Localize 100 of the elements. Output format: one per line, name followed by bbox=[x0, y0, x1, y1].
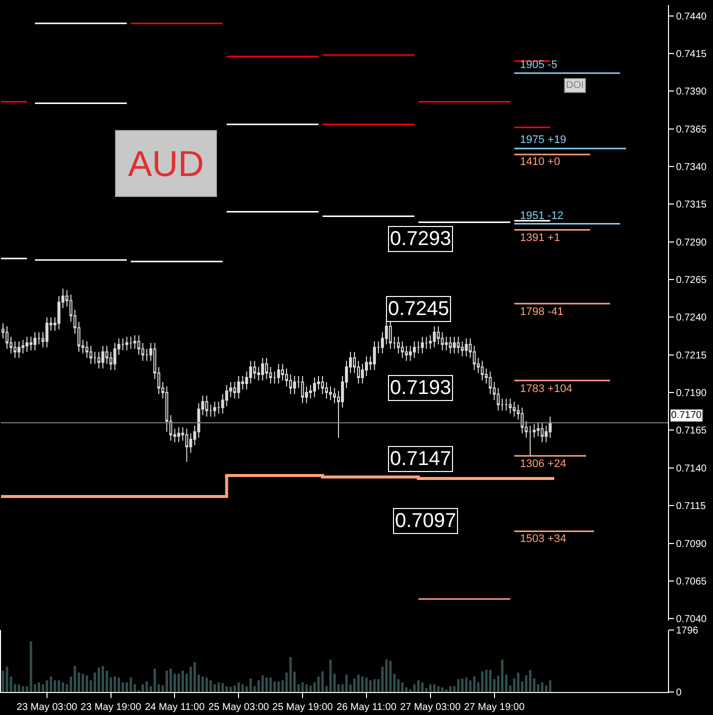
candlestick bbox=[21, 339, 24, 354]
bar bbox=[517, 672, 520, 692]
y-tick-label: 0.7190 bbox=[676, 388, 708, 400]
bar bbox=[62, 682, 64, 692]
bar bbox=[445, 689, 448, 692]
x-tick-label: 27 May 03:00 bbox=[400, 702, 462, 713]
candlestick bbox=[404, 345, 408, 362]
candlestick bbox=[520, 407, 524, 434]
candlestick bbox=[14, 340, 16, 358]
candlestick bbox=[420, 336, 424, 354]
bar bbox=[178, 674, 180, 692]
bar bbox=[413, 684, 416, 692]
bar bbox=[249, 678, 252, 692]
candlestick bbox=[512, 401, 516, 418]
candlestick bbox=[237, 375, 240, 400]
y-tick-label: 0.7240 bbox=[676, 312, 708, 324]
bar bbox=[170, 668, 172, 692]
candlestick bbox=[432, 326, 436, 348]
bar bbox=[118, 678, 120, 692]
candlestick bbox=[548, 416, 552, 438]
series-label: 1951 -12 bbox=[520, 210, 564, 222]
bar bbox=[205, 678, 208, 692]
candlestick bbox=[329, 386, 332, 401]
candlestick bbox=[261, 357, 264, 382]
y-tick-label: 0.7390 bbox=[676, 86, 708, 98]
candlestick bbox=[185, 428, 188, 462]
candlestick bbox=[45, 316, 48, 348]
bar bbox=[237, 682, 240, 692]
bar bbox=[401, 682, 404, 692]
ref-line-label: 0.7170 bbox=[671, 410, 702, 421]
candlestick bbox=[321, 375, 324, 395]
candlestick bbox=[480, 360, 484, 382]
bar bbox=[489, 670, 492, 692]
y-tick-label: 0.7415 bbox=[676, 49, 708, 60]
candlestick bbox=[452, 336, 456, 354]
series-label: 1783 +104 bbox=[520, 383, 572, 395]
bar bbox=[485, 670, 488, 692]
y-tick-label: 0.7065 bbox=[676, 576, 708, 588]
candlestick bbox=[540, 422, 544, 443]
candlestick bbox=[313, 377, 316, 398]
x-tick-label: 27 May 19:00 bbox=[464, 702, 525, 713]
bar bbox=[241, 684, 244, 692]
candlestick bbox=[253, 360, 256, 380]
bar bbox=[166, 670, 168, 692]
series-label: 1410 +0 bbox=[520, 156, 560, 168]
candlestick bbox=[448, 336, 452, 354]
annotation: DOI bbox=[566, 80, 584, 91]
bar bbox=[417, 680, 420, 692]
bar bbox=[202, 676, 204, 692]
annotation: 0.7097 bbox=[395, 510, 456, 532]
series-label: 1975 +19 bbox=[520, 134, 566, 146]
y-tick-label: 0 bbox=[676, 688, 682, 698]
bar bbox=[229, 686, 232, 692]
series-label: 1503 +34 bbox=[520, 533, 566, 545]
candlestick bbox=[101, 345, 104, 369]
y-tick-label: 0.7365 bbox=[676, 124, 708, 136]
bar bbox=[114, 676, 116, 692]
bar bbox=[38, 682, 40, 692]
bar bbox=[501, 660, 504, 692]
bar bbox=[86, 675, 88, 692]
bar bbox=[102, 666, 104, 692]
bar bbox=[54, 680, 56, 692]
candlestick bbox=[528, 425, 532, 456]
bar bbox=[142, 684, 144, 692]
bar bbox=[46, 680, 48, 692]
candlestick bbox=[25, 336, 28, 352]
bar bbox=[154, 668, 156, 692]
series-label: 1798 -41 bbox=[520, 306, 564, 318]
candlestick bbox=[412, 340, 416, 358]
bar bbox=[469, 680, 472, 692]
candlestick bbox=[205, 395, 208, 418]
bar bbox=[457, 679, 460, 692]
y-tick-label: 0.7315 bbox=[676, 200, 708, 211]
bar bbox=[385, 660, 388, 692]
bar bbox=[289, 657, 292, 692]
series-label: 1391 +1 bbox=[520, 232, 560, 244]
y-tick-label: 1796 bbox=[676, 626, 699, 637]
x-tick-label: 25 May 03:00 bbox=[208, 702, 270, 713]
bar bbox=[373, 679, 376, 692]
candlestick bbox=[6, 326, 8, 350]
bar bbox=[473, 676, 476, 692]
x-tick-label: 23 May 19:00 bbox=[80, 702, 142, 713]
candlestick bbox=[277, 363, 280, 384]
y-tick-label: 0.7265 bbox=[676, 275, 708, 286]
bar bbox=[58, 680, 60, 692]
y-tick-label: 0.7215 bbox=[676, 350, 708, 362]
candlestick bbox=[33, 332, 36, 351]
bar bbox=[301, 682, 304, 692]
bar bbox=[389, 660, 392, 692]
candlestick bbox=[213, 401, 216, 418]
candlestick bbox=[500, 398, 504, 412]
y-tick-label: 0.7290 bbox=[676, 237, 708, 248]
annotation: 0.7193 bbox=[390, 377, 452, 399]
bar bbox=[194, 662, 196, 692]
candlestick bbox=[444, 336, 448, 351]
y-tick-label: 0.7090 bbox=[676, 538, 708, 550]
bar bbox=[465, 678, 468, 692]
series-label: 1905 -5 bbox=[520, 59, 558, 71]
bar bbox=[421, 682, 424, 692]
bar bbox=[437, 686, 440, 692]
